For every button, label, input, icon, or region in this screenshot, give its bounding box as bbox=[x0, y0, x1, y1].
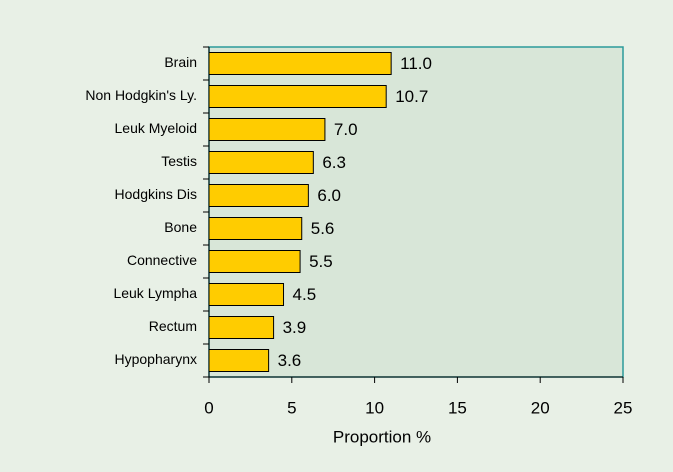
data-label: 3.6 bbox=[278, 351, 302, 370]
bar bbox=[208, 118, 326, 141]
bar bbox=[208, 85, 387, 108]
y-tick-label: Hodgkins Dis bbox=[115, 186, 197, 202]
data-label: 6.0 bbox=[317, 186, 341, 205]
data-label: 7.0 bbox=[334, 120, 358, 139]
y-tick-label: Bone bbox=[164, 219, 197, 235]
bar bbox=[208, 250, 301, 273]
data-label: 4.5 bbox=[293, 285, 317, 304]
y-tick-label: Connective bbox=[127, 252, 197, 268]
y-tick-label: Rectum bbox=[149, 318, 197, 334]
y-tick-label: Leuk Lympha bbox=[113, 285, 197, 301]
y-tick-label: Brain bbox=[164, 54, 197, 70]
bar bbox=[208, 151, 314, 174]
bar bbox=[208, 349, 270, 372]
data-label: 11.0 bbox=[400, 54, 432, 73]
data-label: 5.6 bbox=[311, 219, 335, 238]
y-tick-label: Leuk Myeloid bbox=[115, 120, 198, 136]
bar bbox=[208, 217, 303, 240]
bar bbox=[208, 283, 285, 306]
x-tick-label: 5 bbox=[287, 398, 296, 417]
data-label: 5.5 bbox=[309, 252, 333, 271]
y-tick-label: Non Hodgkin's Ly. bbox=[85, 87, 197, 103]
x-tick-label: 15 bbox=[448, 398, 467, 417]
x-tick-label: 0 bbox=[204, 398, 213, 417]
x-axis-label: Proportion % bbox=[333, 427, 431, 446]
data-label: 6.3 bbox=[322, 153, 346, 172]
bar bbox=[208, 184, 309, 207]
x-tick-label: 10 bbox=[365, 398, 384, 417]
data-label: 3.9 bbox=[283, 318, 307, 337]
x-tick-label: 25 bbox=[614, 398, 633, 417]
y-tick-label: Testis bbox=[161, 153, 197, 169]
x-tick-label: 20 bbox=[531, 398, 550, 417]
y-tick-label: Hypopharynx bbox=[115, 351, 198, 367]
bar bbox=[208, 316, 275, 339]
data-label: 10.7 bbox=[395, 87, 428, 106]
bar bbox=[208, 52, 392, 75]
